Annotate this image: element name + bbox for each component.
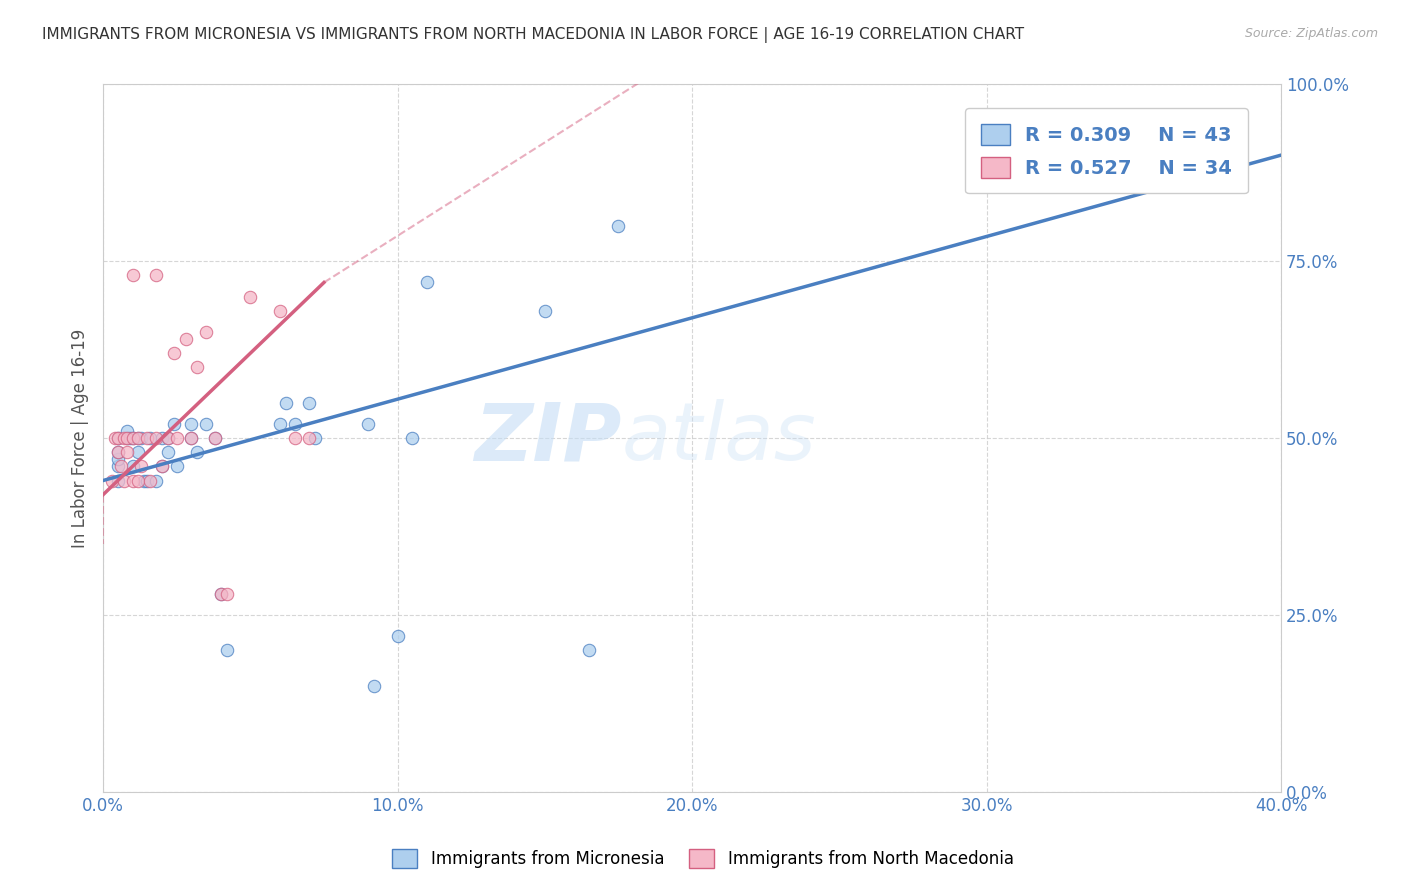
Point [115, 424, 138, 438]
Point [204, 431, 226, 445]
Point [115, 445, 138, 459]
Point [363, 679, 385, 693]
Point [127, 445, 149, 459]
Point [186, 360, 208, 375]
Point [416, 276, 439, 290]
Point [127, 431, 149, 445]
Point [107, 431, 129, 445]
Point [131, 431, 153, 445]
Point [121, 474, 143, 488]
Text: Source: ZipAtlas.com: Source: ZipAtlas.com [1244, 27, 1378, 40]
Point [121, 431, 143, 445]
Text: ZIP: ZIP [474, 399, 621, 477]
Point [121, 268, 143, 283]
Point [156, 445, 179, 459]
Point [166, 431, 188, 445]
Point [115, 431, 138, 445]
Point [110, 459, 132, 474]
Point [112, 431, 135, 445]
Point [283, 431, 305, 445]
Legend: Immigrants from Micronesia, Immigrants from North Macedonia: Immigrants from Micronesia, Immigrants f… [385, 843, 1021, 875]
Point [166, 459, 188, 474]
Point [121, 431, 143, 445]
Point [274, 395, 297, 409]
Point [163, 346, 186, 360]
Point [136, 474, 159, 488]
Point [578, 643, 600, 657]
Point [209, 587, 232, 601]
Point [107, 445, 129, 459]
Point [104, 431, 127, 445]
Point [269, 417, 291, 431]
Point [357, 417, 380, 431]
Point [180, 417, 202, 431]
Point [121, 459, 143, 474]
Point [401, 431, 423, 445]
Point [127, 431, 149, 445]
Point [136, 431, 159, 445]
Point [107, 452, 129, 467]
Point [180, 431, 202, 445]
Point [163, 417, 186, 431]
Point [101, 474, 124, 488]
Point [127, 474, 149, 488]
Point [112, 474, 135, 488]
Point [131, 459, 153, 474]
Point [150, 459, 173, 474]
Point [107, 474, 129, 488]
Point [145, 474, 167, 488]
Point [607, 219, 630, 233]
Y-axis label: In Labor Force | Age 16-19: In Labor Force | Age 16-19 [72, 328, 89, 548]
Point [139, 431, 162, 445]
Point [150, 431, 173, 445]
Point [195, 325, 218, 339]
Text: atlas: atlas [621, 399, 815, 477]
Point [283, 417, 305, 431]
Point [107, 445, 129, 459]
Point [134, 474, 156, 488]
Point [204, 431, 226, 445]
Text: IMMIGRANTS FROM MICRONESIA VS IMMIGRANTS FROM NORTH MACEDONIA IN LABOR FORCE | A: IMMIGRANTS FROM MICRONESIA VS IMMIGRANTS… [42, 27, 1025, 43]
Point [118, 431, 141, 445]
Point [174, 332, 197, 346]
Point [195, 417, 218, 431]
Point [107, 431, 129, 445]
Point [533, 303, 555, 318]
Point [304, 431, 326, 445]
Point [145, 431, 167, 445]
Point [239, 290, 262, 304]
Point [180, 431, 202, 445]
Point [156, 431, 179, 445]
Point [107, 459, 129, 474]
Point [215, 587, 238, 601]
Point [298, 395, 321, 409]
Point [156, 431, 179, 445]
Point [387, 629, 409, 643]
Point [150, 459, 173, 474]
Legend: R = 0.309    N = 43, R = 0.527    N = 34: R = 0.309 N = 43, R = 0.527 N = 34 [965, 108, 1247, 194]
Point [269, 303, 291, 318]
Point [115, 431, 138, 445]
Point [298, 431, 321, 445]
Point [145, 268, 167, 283]
Point [215, 643, 238, 657]
Point [139, 474, 162, 488]
Point [209, 587, 232, 601]
Point [186, 445, 208, 459]
